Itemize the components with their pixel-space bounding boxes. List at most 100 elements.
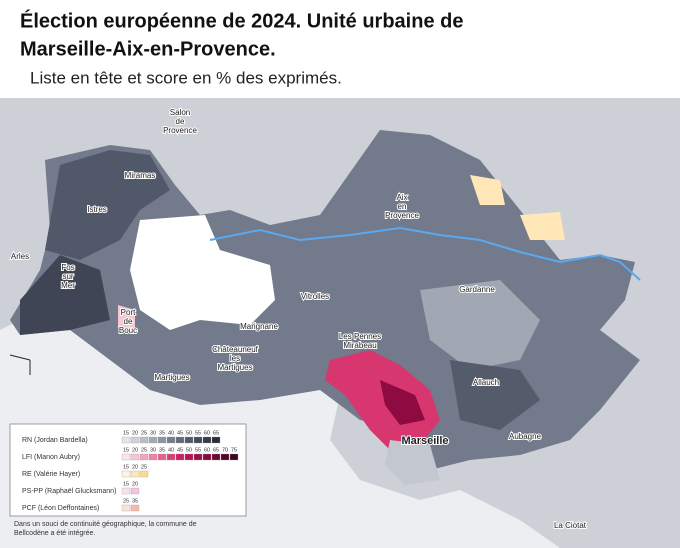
legend-tick: 40 <box>168 447 174 453</box>
legend-label: LFI (Manon Aubry) <box>22 454 80 461</box>
commune <box>45 150 170 260</box>
legend-tick: 60 <box>204 430 210 436</box>
legend-label: PCF (Léon Deffontaines) <box>22 505 99 512</box>
place-label: Port <box>121 308 136 317</box>
note: Bellcodène a été intégrée. <box>14 530 95 537</box>
legend-tick: 50 <box>186 430 192 436</box>
legend-swatch <box>157 453 167 461</box>
legend-tick: 30 <box>150 430 156 436</box>
legend-tick: 60 <box>204 447 210 453</box>
legend-swatch <box>193 436 203 444</box>
legend-tick: 20 <box>132 464 138 470</box>
legend-swatch <box>184 453 194 461</box>
legend-swatch <box>139 470 149 478</box>
legend-tick: 65 <box>213 430 219 436</box>
coast-line <box>9 354 31 375</box>
commune <box>420 280 540 370</box>
re-area <box>520 212 565 240</box>
place-label: Les Pennes <box>339 332 381 341</box>
place-label: les <box>230 354 240 363</box>
lfi-core <box>380 380 425 425</box>
legend-swatch <box>121 453 131 461</box>
legend-swatch <box>121 504 131 512</box>
legend-label: PS-PP (Raphaël Glucksmann) <box>22 488 116 495</box>
place-label: Arles <box>11 252 29 261</box>
legend-label: RN (Jordan Bardella) <box>22 437 88 444</box>
legend-tick: 70 <box>222 447 228 453</box>
place-label: Vitrolles <box>301 292 329 301</box>
legend-swatch <box>130 504 140 512</box>
title-line: Élection européenne de 2024. Unité urbai… <box>20 9 463 32</box>
place-label: sur <box>62 272 73 281</box>
place-label: Marseille <box>401 435 448 447</box>
legend-swatch <box>139 436 149 444</box>
legend-swatch <box>130 453 140 461</box>
place-label: Gardanne <box>459 285 495 294</box>
legend-swatch <box>166 436 176 444</box>
legend-swatch <box>130 436 140 444</box>
legend-tick: 35 <box>159 447 165 453</box>
place-label: Châteauneuf <box>212 345 259 354</box>
legend-tick: 25 <box>141 430 147 436</box>
legend-swatch <box>211 453 221 461</box>
legend-swatch <box>220 453 230 461</box>
legend-swatch <box>229 453 239 461</box>
legend-tick: 15 <box>123 464 129 470</box>
place-label: Fos <box>61 263 74 272</box>
legend-swatch <box>148 453 158 461</box>
place-label: de <box>124 317 133 326</box>
legend-swatch <box>202 453 212 461</box>
legend-tick: 25 <box>123 498 129 504</box>
legend-tick: 55 <box>195 447 201 453</box>
legend-tick: 25 <box>141 447 147 453</box>
place-label: Provence <box>163 126 197 135</box>
etang-de-berre <box>130 215 275 330</box>
legend-tick: 75 <box>231 447 237 453</box>
legend-swatch <box>175 436 185 444</box>
legend-tick: 45 <box>177 430 183 436</box>
commune <box>450 360 540 430</box>
place-label: Martigues <box>217 363 252 372</box>
legend-swatch <box>121 470 131 478</box>
place-label: Aix <box>396 193 407 202</box>
legend-swatch <box>130 487 140 495</box>
note: Dans un souci de continuité géographique… <box>14 521 197 528</box>
legend-swatch <box>166 453 176 461</box>
lfi-area <box>118 305 135 330</box>
subtitle: Liste en tête et score en % des exprimés… <box>30 68 342 87</box>
legend-tick: 30 <box>150 447 156 453</box>
legend-swatch <box>148 436 158 444</box>
legend-tick: 20 <box>132 430 138 436</box>
river <box>209 226 641 281</box>
legend-swatch <box>130 470 140 478</box>
place-label: Mirabeau <box>343 341 376 350</box>
legend-swatch <box>211 436 221 444</box>
legend-tick: 15 <box>123 447 129 453</box>
legend-tick: 15 <box>123 430 129 436</box>
legend-swatch <box>157 436 167 444</box>
place-label: Salon <box>170 108 190 117</box>
legend-tick: 35 <box>159 430 165 436</box>
place-label: Bouc <box>119 326 137 335</box>
lfi-area <box>325 350 440 450</box>
legend-swatch <box>193 453 203 461</box>
legend-tick: 50 <box>186 447 192 453</box>
title-line: Marseille-Aix-en-Provence. <box>20 38 276 60</box>
commune <box>20 255 110 335</box>
legend-swatch <box>121 487 131 495</box>
legend-swatch <box>184 436 194 444</box>
legend-label: RE (Valérie Hayer) <box>22 471 80 478</box>
basemap <box>0 98 680 548</box>
legend-tick: 65 <box>213 447 219 453</box>
place-label: en <box>398 202 407 211</box>
place-label: Aubagne <box>509 432 542 441</box>
legend-tick: 25 <box>141 464 147 470</box>
place-label: Mer <box>61 281 75 290</box>
legend-tick: 55 <box>195 430 201 436</box>
re-area <box>470 175 505 205</box>
legend-swatch <box>175 453 185 461</box>
legend-swatch <box>121 436 131 444</box>
place-label: Allauch <box>473 378 499 387</box>
